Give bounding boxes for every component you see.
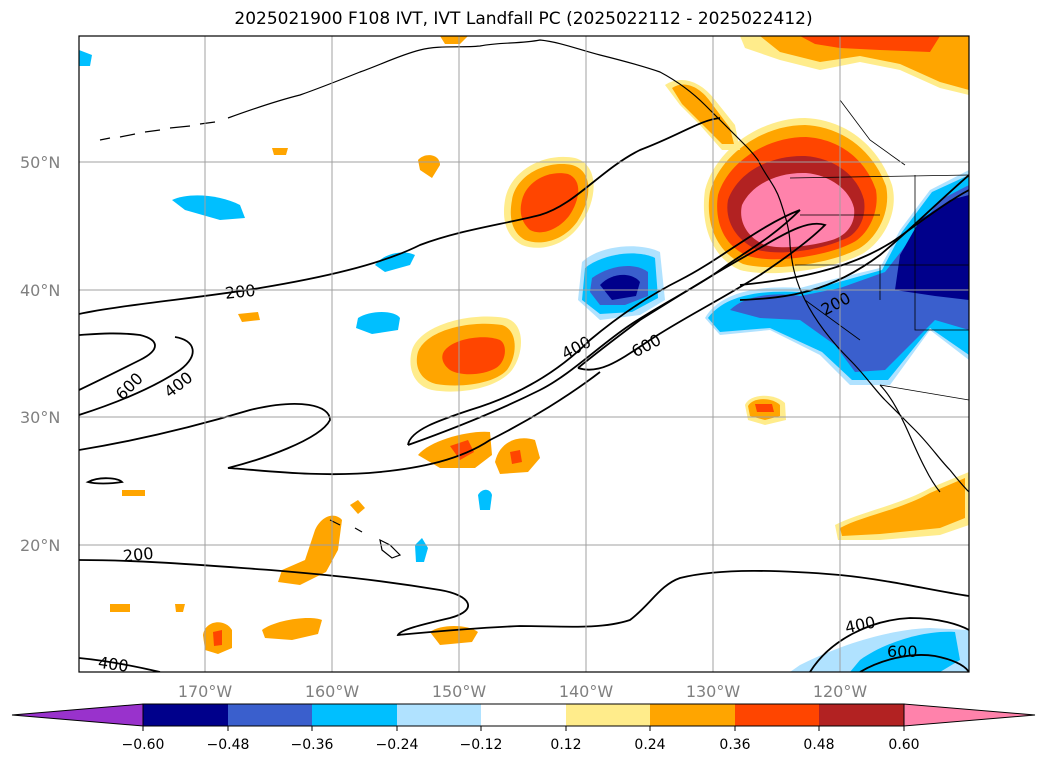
lat-label-40n: 40°N — [20, 281, 60, 300]
aleutian-islands — [99, 121, 216, 141]
colorbar-extend-low — [11, 703, 144, 727]
lat-label-20n: 20°N — [20, 536, 60, 555]
map-title: 2025021900 F108 IVT, IVT Landfall PC (20… — [234, 9, 813, 29]
ivt-contour-400-band — [407, 209, 801, 446]
fill-region-southeast-deep — [850, 631, 960, 672]
fill-region-small-blue-b — [478, 489, 492, 510]
lat-label-50n: 50°N — [20, 153, 60, 172]
contour-label: 200 — [122, 544, 154, 566]
fill-region-west-coast-navy — [895, 195, 969, 300]
colorbar-segment — [228, 704, 312, 726]
latitude-labels: 50°N 40°N 30°N 20°N — [20, 153, 60, 555]
fill-region-subtrop-a-red — [450, 440, 474, 460]
negative-pc-shading — [79, 50, 969, 672]
fill-region-navy — [600, 274, 640, 300]
ivt-contour-600-band — [577, 222, 827, 371]
ivt-contour-400-southwest — [79, 657, 161, 672]
fill-region-east-subtrop-red — [755, 404, 774, 412]
fill-region-small-orange-e — [350, 500, 365, 514]
colorbar-extend-high — [903, 703, 1036, 727]
fill-region-top-center-orange — [440, 36, 468, 44]
colorbar-tick-label: −0.36 — [291, 737, 334, 753]
colorbar-tick-label: −0.12 — [460, 737, 503, 753]
colorbar-tick-labels: −0.60 −0.48 −0.36 −0.24 −0.12 0.12 0.24 … — [122, 737, 920, 753]
fill-region-small-orange-a — [418, 155, 440, 178]
lon-label-160w: 160°W — [305, 682, 360, 701]
fill-region-top-left-blue — [79, 50, 92, 66]
lon-label-140w: 140°W — [559, 682, 614, 701]
ivt-contour-600-inner — [79, 336, 194, 416]
map-frame — [78, 35, 970, 673]
gridlines — [79, 36, 969, 672]
alaska-coast — [227, 39, 759, 161]
colorbar-segment — [819, 704, 904, 726]
us-canada-border — [789, 174, 969, 179]
colorbar-tick-label: 0.48 — [803, 737, 834, 753]
colorbar-frame — [142, 703, 905, 727]
colorbar-tick-label: 0.12 — [550, 737, 581, 753]
colorbar-segment — [650, 704, 735, 726]
colorbar-segment — [397, 704, 481, 726]
colorbar-tick-label: 0.24 — [634, 737, 665, 753]
lon-label-150w: 150°W — [432, 682, 487, 701]
colorbar-segment — [481, 704, 566, 726]
fill-region-small-orange-b — [238, 312, 260, 322]
ivt-contours — [79, 117, 969, 672]
fill-region-hawaii-a — [278, 515, 342, 585]
colorbar-tick-label: −0.24 — [376, 737, 419, 753]
colorbar-ticks — [142, 726, 905, 731]
fill-region-small-orange-c — [110, 604, 130, 612]
contour-label: 600 — [887, 642, 918, 661]
positive-pc-shading — [110, 36, 969, 654]
fill-region-mid-pacific-blue — [356, 312, 400, 334]
ivt-contour-400-west — [79, 371, 601, 476]
lon-label-130w: 130°W — [686, 682, 741, 701]
longitude-labels: 170°W 160°W 150°W 140°W 130°W 120°W — [178, 682, 868, 701]
ivt-contour-600-southeast — [859, 654, 969, 672]
fill-region-small-blue-a — [375, 252, 415, 272]
colorbar-segment — [143, 704, 228, 726]
lon-label-170w: 170°W — [178, 682, 233, 701]
fill-region-small-blue-c — [415, 538, 428, 562]
fill-region-small-orange-d — [122, 490, 145, 496]
lon-label-120w: 120°W — [813, 682, 868, 701]
fill-region-north-pacific-blue — [172, 195, 245, 220]
ivt-contour-200-east — [739, 189, 969, 286]
ivt-contour-small-loop — [85, 477, 124, 485]
ivt-contour-600-west — [79, 332, 156, 391]
colorbar-segment — [566, 704, 650, 726]
fill-region-north-edge-red — [800, 36, 940, 52]
ivt-contour-200-south — [79, 559, 969, 637]
lat-label-30n: 30°N — [20, 408, 60, 427]
colorbar-tick-label: −0.48 — [207, 737, 250, 753]
baja-california — [879, 384, 941, 493]
contour-label: 200 — [224, 281, 256, 303]
colorbar-tick-label: 0.36 — [719, 737, 750, 753]
colorbar-segment — [735, 704, 819, 726]
fill-region-hawaii-b — [262, 618, 322, 640]
fill-region-west-coast-royal — [730, 185, 969, 372]
fill-region-mexico-orange — [840, 478, 965, 536]
colorbar-tick-label: 0.60 — [888, 737, 919, 753]
map-panel: 200 400 600 400 600 200 200 400 600 400 — [78, 35, 970, 676]
ivt-contour-200-ea — [739, 174, 969, 301]
contour-label: 400 — [97, 653, 130, 676]
fill-region-central-red — [442, 337, 505, 375]
colorbar-tick-label: −0.60 — [122, 737, 165, 753]
fill-region-subtrop-b-red — [510, 450, 522, 464]
us-mexico-border — [879, 384, 969, 401]
fill-region-midpac-north-red — [520, 173, 579, 233]
fill-region-bc-coast-orange — [672, 84, 734, 144]
fill-region-small-orange-g — [272, 148, 288, 155]
fill-region-small-orange-f — [175, 604, 185, 612]
colorbar-segment — [312, 704, 397, 726]
north-america-west-coast — [757, 159, 969, 493]
fill-region-hawaii-c-red — [213, 630, 222, 646]
ivt-contour-400-southeast — [809, 617, 969, 672]
colorbar: −0.60 −0.48 −0.36 −0.24 −0.12 0.12 0.24 … — [11, 703, 1036, 753]
ivt-contour-200-north — [79, 117, 721, 315]
